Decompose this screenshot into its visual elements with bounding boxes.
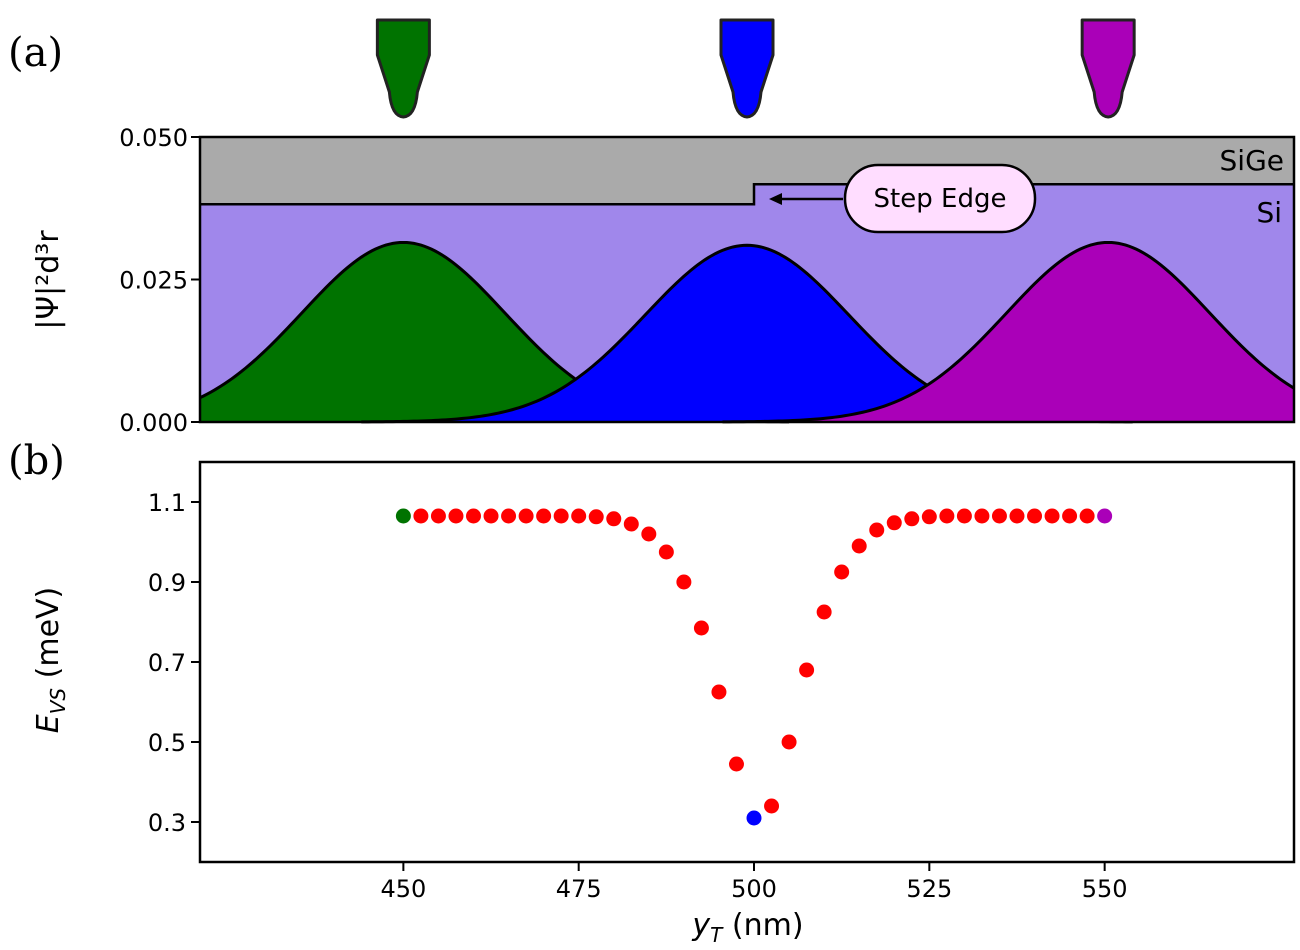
arrow-head-icon	[769, 193, 782, 205]
scatter-points	[395, 508, 1113, 826]
y-tick-label: 1.1	[148, 489, 186, 517]
data-point	[553, 508, 569, 524]
y-tick-label: 0.050	[119, 124, 188, 152]
data-point	[728, 756, 744, 772]
data-point	[466, 508, 481, 524]
data-point	[1097, 508, 1113, 524]
data-point	[746, 810, 762, 826]
data-point	[974, 508, 990, 524]
data-point	[904, 511, 920, 527]
data-point	[676, 574, 692, 590]
data-point	[413, 508, 429, 524]
panel-label-a: (a)	[8, 30, 63, 76]
data-point	[764, 798, 780, 814]
wavefunction-outline-3	[722, 240, 1295, 424]
data-point	[1027, 508, 1043, 524]
data-point	[834, 564, 850, 580]
data-point	[641, 526, 657, 542]
data-point	[658, 544, 674, 560]
data-point	[886, 515, 902, 531]
y-tick-label: 0.9	[148, 569, 186, 597]
panel-b-ticks: 0.3 0.5 0.7 0.9 1.1 450 475 500 525 550	[148, 489, 1128, 903]
panel-a-y-axis-title: |Ψ|²d³r	[31, 230, 66, 330]
gate-icon	[1080, 18, 1136, 119]
x-tick-label: 500	[731, 875, 777, 903]
y-tick-label: 0.3	[148, 809, 186, 837]
gate-icon	[375, 18, 431, 119]
panel-b-y-axis-title: EVS (meV)	[31, 587, 70, 734]
data-point	[816, 604, 832, 620]
x-tick-label: 525	[906, 875, 952, 903]
wavefunction-panel: 0.000 0.025 0.050 SiGe Si Step Edge |Ψ|²d³…	[31, 124, 1296, 437]
valley-splitting-panel: 0.3 0.5 0.7 0.9 1.1 450 475 500 525 550 EVS (meV)…	[31, 460, 1296, 947]
sige-label: SiGe	[1220, 144, 1284, 177]
x-tick-label: 450	[380, 875, 426, 903]
panel-label-b: (b)	[8, 438, 65, 484]
si-label: Si	[1256, 196, 1282, 229]
data-point	[1044, 508, 1060, 524]
gate-icon	[719, 18, 775, 119]
data-point	[588, 509, 604, 525]
data-point	[991, 508, 1007, 524]
wavefunction-curves	[199, 240, 1295, 424]
data-point	[623, 516, 639, 532]
y-tick-label: 0.000	[119, 409, 188, 437]
data-point	[1079, 508, 1095, 524]
step-edge-annotation: Step Edge	[769, 163, 1037, 234]
x-tick-label: 550	[1082, 875, 1128, 903]
data-point	[430, 508, 446, 524]
y-tick-label: 0.025	[119, 267, 188, 295]
data-point	[1009, 508, 1025, 524]
annotation-bubble	[843, 163, 1037, 234]
data-point	[395, 508, 411, 524]
data-point	[448, 508, 464, 524]
wavefunction-fill-2	[361, 245, 1133, 422]
data-point	[799, 662, 815, 678]
data-point	[518, 508, 534, 524]
y-tick-label: 0.7	[148, 649, 186, 677]
data-point	[921, 509, 937, 525]
data-point	[939, 508, 955, 524]
data-point	[851, 538, 867, 554]
data-point	[606, 511, 622, 527]
annotation-text: Step Edge	[874, 184, 1007, 214]
panel-b-frame	[198, 460, 1296, 864]
data-point	[956, 508, 972, 524]
data-point	[1062, 508, 1078, 524]
data-point	[869, 522, 885, 538]
gate-electrodes	[375, 18, 1136, 119]
panel-a-y-ticks: 0.000 0.025 0.050	[119, 124, 200, 437]
wavefunction-fill-1	[200, 242, 790, 422]
y-tick-label: 0.5	[148, 729, 186, 757]
data-point	[571, 508, 587, 524]
data-point	[536, 508, 552, 524]
wavefunction-fill-3	[722, 242, 1294, 422]
data-point	[501, 508, 517, 524]
data-point	[483, 508, 499, 524]
data-point	[693, 620, 709, 636]
data-point	[781, 734, 797, 750]
panel-b-x-axis-title: yT (nm)	[691, 908, 803, 947]
data-point	[711, 684, 727, 700]
x-tick-label: 475	[556, 875, 602, 903]
